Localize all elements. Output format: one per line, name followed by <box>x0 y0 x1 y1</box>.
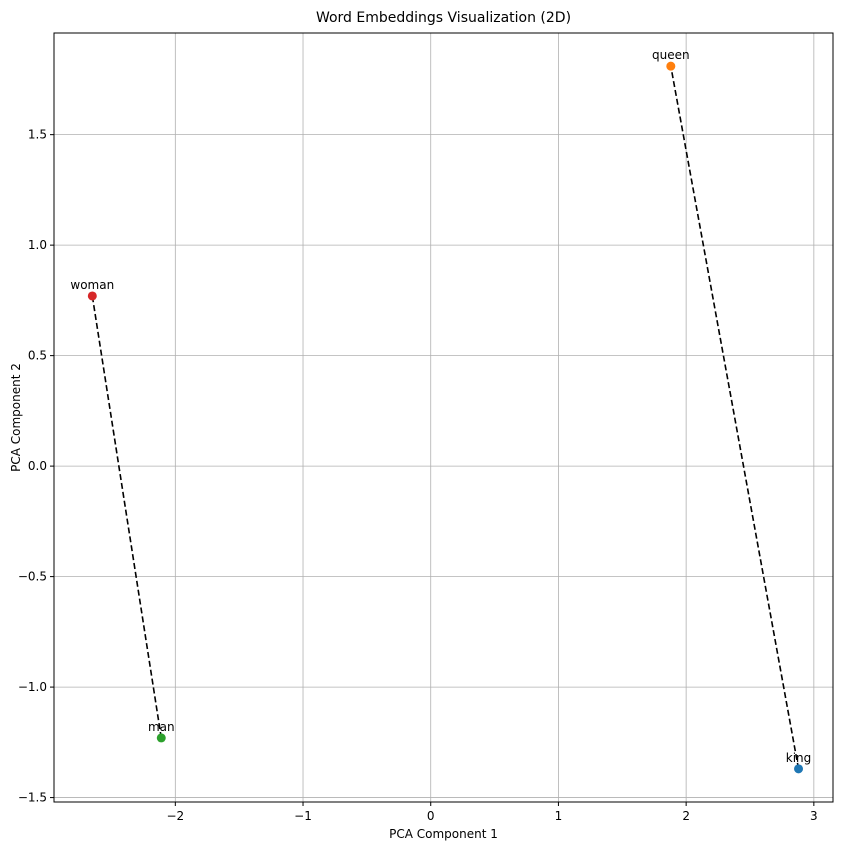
x-tick-label: 1 <box>555 809 563 823</box>
connection-lines <box>91 66 800 769</box>
y-tick-label: 1.5 <box>28 128 47 142</box>
point-labels: king queen man woman <box>70 48 811 765</box>
y-tick-label: −0.5 <box>18 570 47 584</box>
point-king <box>794 764 804 774</box>
point-man <box>156 733 166 743</box>
data-points <box>87 61 804 774</box>
y-tick-label: 0.0 <box>28 459 47 473</box>
point-queen <box>666 61 676 71</box>
point-label-queen: queen <box>652 48 690 62</box>
x-tick-label: −2 <box>166 809 184 823</box>
point-woman <box>87 291 97 301</box>
chart-title: Word Embeddings Visualization (2D) <box>316 10 571 26</box>
x-tick-label: 2 <box>682 809 690 823</box>
x-axis-title: PCA Component 1 <box>389 827 498 841</box>
y-axis-title: PCA Component 2 <box>9 363 23 472</box>
x-tick-label: 0 <box>427 809 435 823</box>
y-tick-label: −1.5 <box>18 791 47 805</box>
connection-line-man-woman <box>91 295 163 739</box>
x-tick-label: −1 <box>294 809 312 823</box>
axis-ticks: −2 −1 0 1 2 3 −1.5 −1.0 −0.5 0.0 0.5 1.0 1.5 <box>18 128 818 823</box>
plot-frame <box>53 32 834 803</box>
connection-line-king-queen <box>670 66 800 769</box>
grid <box>54 33 833 802</box>
y-tick-label: −1.0 <box>18 680 47 694</box>
point-label-king: king <box>786 751 812 765</box>
y-tick-label: 0.5 <box>28 349 47 363</box>
y-tick-label: 1.0 <box>28 238 47 252</box>
x-tick-label: 3 <box>810 809 818 823</box>
point-label-man: man <box>148 720 175 734</box>
point-label-woman: woman <box>70 278 114 292</box>
